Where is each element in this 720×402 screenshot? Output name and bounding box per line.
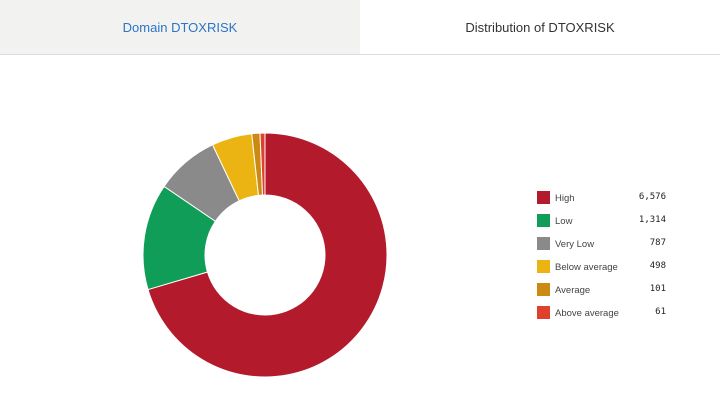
legend-swatch-average bbox=[537, 283, 550, 296]
donut-slices bbox=[142, 132, 388, 378]
legend-value-below-average: 498 bbox=[650, 261, 666, 271]
legend-label-very-low: Very Low bbox=[555, 239, 594, 250]
legend-swatch-low bbox=[537, 214, 550, 227]
slice-high[interactable] bbox=[147, 132, 388, 378]
legend-swatch-below-average bbox=[537, 260, 550, 273]
slice-above-average[interactable] bbox=[259, 132, 266, 196]
tab-domain-dtoxrisk[interactable]: Domain DTOXRISK bbox=[0, 0, 360, 54]
legend-value-average: 101 bbox=[650, 284, 666, 294]
legend-label-below-average: Below average bbox=[555, 262, 618, 273]
chart-legend: High 6,576 Low 1,314 Very Low 787 Below averag… bbox=[537, 191, 666, 319]
legend-value-above-average: 61 bbox=[655, 307, 666, 317]
legend-value-very-low: 787 bbox=[650, 238, 666, 248]
tab-distribution-dtoxrisk[interactable]: Distribution of DTOXRISK bbox=[360, 0, 720, 54]
legend-swatch-above-average bbox=[537, 306, 550, 319]
legend-label-above-average: Above average bbox=[555, 308, 619, 319]
legend-label-high: High bbox=[555, 193, 575, 204]
legend-swatch-high bbox=[537, 191, 550, 204]
legend-label-low: Low bbox=[555, 216, 573, 227]
tab-bar: Domain DTOXRISK Distribution of DTOXRISK bbox=[0, 0, 720, 55]
legend-value-high: 6,576 bbox=[639, 192, 666, 202]
donut-chart: High 6,576 Low 1,314 Very Low 787 Below averag… bbox=[142, 132, 666, 378]
legend-label-average: Average bbox=[555, 285, 590, 296]
legend-swatch-very-low bbox=[537, 237, 550, 250]
legend-value-low: 1,314 bbox=[639, 215, 666, 225]
